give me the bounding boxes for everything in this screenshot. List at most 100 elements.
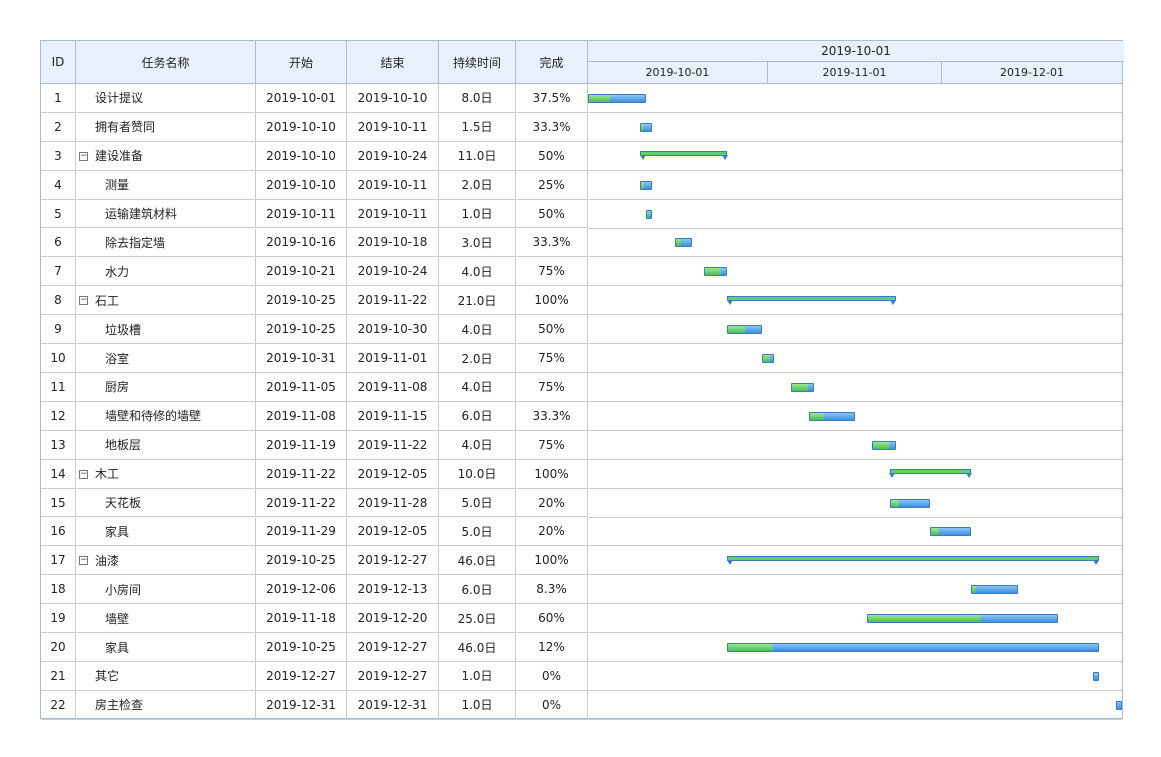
cell-id: 5	[41, 199, 76, 229]
cell-id: 16	[41, 517, 76, 547]
cell-id: 15	[41, 488, 76, 518]
row-line	[588, 458, 1122, 460]
timeline-month: 2019-12-01	[942, 62, 1122, 84]
cell-start: 2019-12-27	[256, 662, 347, 691]
cell-complete: 75%	[516, 344, 588, 373]
cell-start: 2019-11-05	[256, 373, 347, 402]
cell-duration: 46.0日	[439, 633, 516, 662]
cell-end: 2019-12-27	[347, 662, 439, 691]
cell-complete: 33.3%	[516, 112, 588, 142]
cell-start: 2019-11-29	[256, 517, 347, 547]
cell-complete: 100%	[516, 546, 588, 576]
task-bar	[675, 238, 693, 248]
cell-duration: 5.0日	[439, 517, 516, 547]
cell-name: 设计提议	[76, 84, 256, 113]
cell-name: 其它	[76, 662, 256, 691]
column-header: 持续时间	[439, 41, 516, 84]
cell-duration: 21.0日	[439, 286, 516, 316]
cell-duration: 4.0日	[439, 373, 516, 402]
summary-end	[721, 155, 728, 161]
column-header: ID	[41, 41, 76, 84]
progress	[809, 412, 825, 420]
cell-name: 浴室	[76, 344, 256, 373]
cell-start: 2019-11-22	[256, 459, 347, 489]
progress	[728, 644, 773, 652]
row-line	[588, 689, 1122, 691]
cell-duration: 1.0日	[439, 690, 516, 720]
expander-icon[interactable]: −	[79, 555, 88, 566]
cell-duration: 1.5日	[439, 112, 516, 142]
expander-icon[interactable]: −	[79, 150, 88, 161]
cell-name: 家具	[76, 517, 256, 547]
progress	[589, 94, 610, 102]
column-header: 完成	[516, 41, 588, 84]
expander-icon[interactable]: −	[79, 295, 88, 306]
column-header: 结束	[347, 41, 439, 84]
cell-end: 2019-10-30	[347, 315, 439, 345]
task-bar	[866, 614, 1059, 624]
task-bar	[704, 267, 728, 277]
cell-start: 2019-10-16	[256, 228, 347, 258]
row-line	[588, 632, 1122, 634]
cell-start: 2019-11-22	[256, 488, 347, 518]
cell-start: 2019-10-21	[256, 257, 347, 287]
row-line	[588, 429, 1122, 431]
cell-complete: 20%	[516, 517, 588, 547]
cell-id: 17	[41, 546, 76, 576]
cell-end: 2019-10-10	[347, 84, 439, 113]
cell-end: 2019-11-01	[347, 344, 439, 373]
task-bar	[640, 122, 652, 132]
expander-icon[interactable]: −	[79, 468, 88, 479]
cell-name: 地板层	[76, 430, 256, 460]
cell-id: 14	[41, 459, 76, 489]
cell-duration: 2.0日	[439, 344, 516, 373]
cell-name: 厨房	[76, 373, 256, 402]
row-line	[588, 400, 1122, 402]
row-line	[588, 545, 1122, 547]
cell-duration: 4.0日	[439, 315, 516, 345]
summary-bar	[640, 151, 728, 157]
task-bar	[889, 498, 931, 508]
cell-complete: 100%	[516, 286, 588, 316]
cell-complete: 33.3%	[516, 228, 588, 258]
cell-id: 22	[41, 690, 76, 720]
summary-end	[1093, 559, 1100, 565]
cell-end: 2019-12-27	[347, 633, 439, 662]
task-bar	[808, 411, 855, 421]
row-line	[588, 603, 1122, 605]
summary-end	[726, 559, 733, 565]
cell-duration: 4.0日	[439, 430, 516, 460]
cell-id: 7	[41, 257, 76, 287]
progress	[792, 383, 809, 391]
cell-id: 2	[41, 112, 76, 142]
cell-complete: 75%	[516, 257, 588, 287]
cell-duration: 8.0日	[439, 84, 516, 113]
task-bar	[727, 325, 763, 335]
cell-complete: 75%	[516, 373, 588, 402]
cell-complete: 20%	[516, 488, 588, 518]
cell-id: 6	[41, 228, 76, 258]
cell-duration: 1.0日	[439, 662, 516, 691]
cell-name: 小房间	[76, 575, 256, 605]
cell-end: 2019-10-18	[347, 228, 439, 258]
cell-start: 2019-10-10	[256, 112, 347, 142]
cell-complete: 25%	[516, 170, 588, 200]
cell-start: 2019-10-10	[256, 170, 347, 200]
cell-id: 1	[41, 84, 76, 113]
cell-start: 2019-12-06	[256, 575, 347, 605]
cell-end: 2019-12-05	[347, 459, 439, 489]
cell-end: 2019-11-22	[347, 286, 439, 316]
task-bar	[930, 527, 972, 537]
timeline-month: 2019-10-01	[588, 62, 768, 84]
task-bar	[872, 440, 896, 450]
task-bar	[640, 180, 652, 190]
progress	[728, 326, 745, 334]
cell-end: 2019-12-31	[347, 690, 439, 720]
cell-name: 拥有者赞同	[76, 112, 256, 142]
cell-end: 2019-12-20	[347, 604, 439, 634]
cell-name: 天花板	[76, 488, 256, 518]
progress	[647, 210, 649, 218]
cell-complete: 100%	[516, 459, 588, 489]
cell-end: 2019-10-24	[347, 257, 439, 287]
task-bar	[646, 209, 652, 219]
